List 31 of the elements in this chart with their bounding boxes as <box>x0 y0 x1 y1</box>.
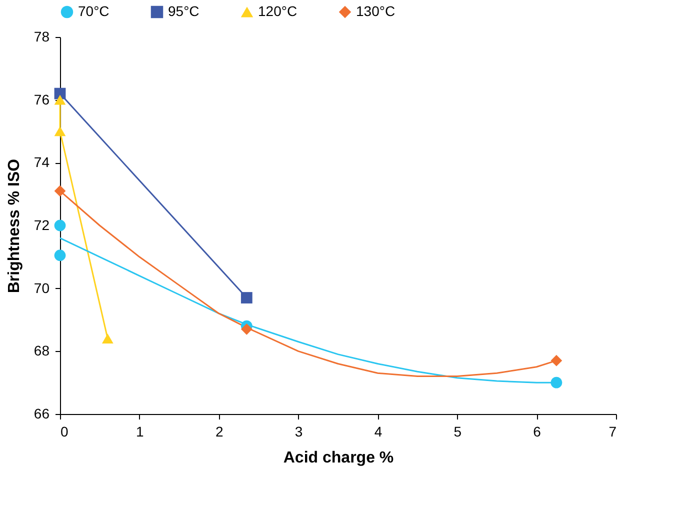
x-tick-label: 0 <box>60 424 68 440</box>
x-tick-label: 6 <box>533 424 542 440</box>
y-tick-label: 76 <box>34 91 50 108</box>
x-tick-label: 2 <box>215 424 224 440</box>
y-tick-label: 72 <box>34 217 50 233</box>
point <box>240 292 252 304</box>
x-tick-label: 4 <box>374 424 382 440</box>
y-tick-label: 66 <box>34 406 50 422</box>
point <box>550 376 562 388</box>
y-tick-label: 78 <box>34 28 50 44</box>
x-tick-label: 7 <box>608 424 617 440</box>
legend-label: 70°C <box>78 3 110 19</box>
point <box>550 354 562 366</box>
point <box>54 94 66 105</box>
legend-label: 95°C <box>168 3 200 19</box>
legend-label: 130°C <box>356 3 396 19</box>
x-tick-label: 1 <box>136 424 144 440</box>
x-axis-title: Acid charge % <box>283 450 394 466</box>
y-tick-label: 70 <box>34 280 50 296</box>
point <box>102 334 114 344</box>
x-tick-label: 5 <box>454 424 462 440</box>
point <box>240 323 252 335</box>
y-tick-label: 68 <box>34 342 50 359</box>
legend-label: 120°C <box>258 3 298 19</box>
point <box>54 185 66 197</box>
point <box>54 126 66 136</box>
y-axis-title: Brightness % ISO <box>6 158 23 294</box>
x-tick-label: 3 <box>294 424 303 440</box>
point <box>54 250 66 262</box>
point <box>54 220 66 232</box>
y-tick-label: 74 <box>34 154 50 170</box>
